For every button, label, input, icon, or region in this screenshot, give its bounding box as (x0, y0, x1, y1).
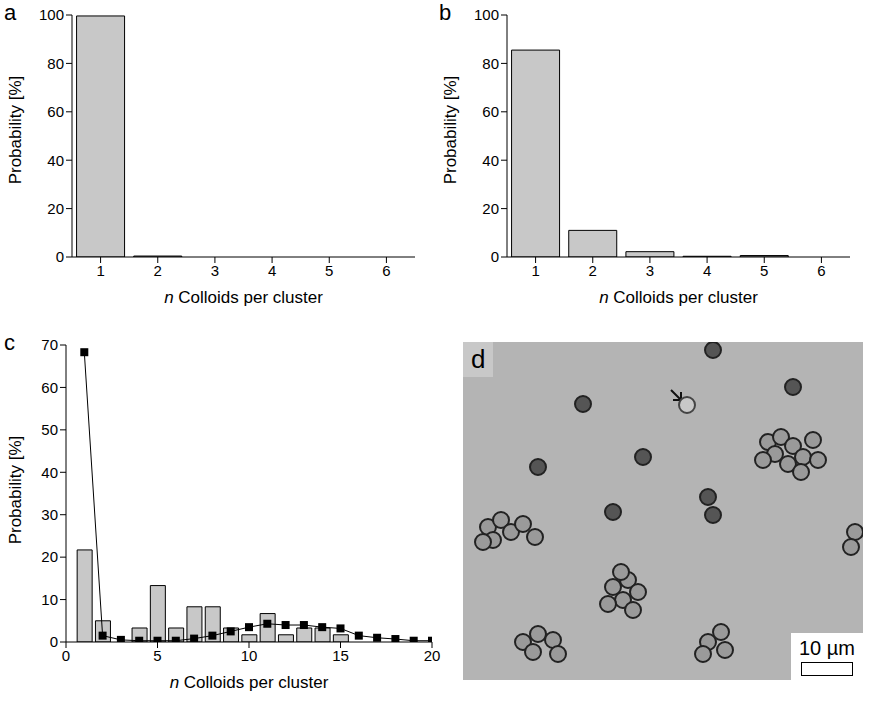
svg-text:60: 60 (41, 379, 58, 396)
svg-text:1: 1 (96, 262, 104, 279)
svg-text:5: 5 (760, 262, 768, 279)
svg-text:2: 2 (154, 262, 162, 279)
svg-text:10: 10 (41, 591, 58, 608)
svg-text:0: 0 (62, 647, 70, 664)
html-text:n Colloids per cluster: n Colloids per cluster (164, 288, 323, 307)
html-text:n Colloids per cluster: n Colloids per cluster (169, 673, 329, 692)
svg-text:0: 0 (56, 248, 64, 265)
html-text:d: d (471, 344, 486, 374)
svg-text:40: 40 (47, 152, 64, 169)
svg-text:2: 2 (589, 262, 597, 279)
svg-text:100: 100 (474, 6, 499, 23)
svg-text:3: 3 (646, 262, 654, 279)
svg-text:6: 6 (817, 262, 825, 279)
svg-text:20: 20 (41, 548, 58, 565)
html-text:n Colloids per cluster: n Colloids per cluster (599, 288, 758, 307)
svg-text:1: 1 (531, 262, 539, 279)
html-text:Probability [%]: Probability [%] (6, 75, 25, 185)
html-text:10 µm: 10 µm (799, 637, 855, 659)
svg-text:0: 0 (50, 633, 58, 650)
svg-text:0: 0 (491, 248, 499, 265)
svg-text:30: 30 (41, 506, 58, 523)
svg-text:5: 5 (325, 262, 333, 279)
html-text:b: b (439, 0, 452, 25)
html-text:a: a (4, 0, 17, 25)
svg-text:20: 20 (47, 200, 64, 217)
svg-text:40: 40 (41, 464, 58, 481)
svg-text:60: 60 (482, 103, 499, 120)
svg-text:4: 4 (703, 262, 711, 279)
svg-text:20: 20 (424, 647, 441, 664)
svg-text:70: 70 (41, 336, 58, 353)
svg-text:40: 40 (482, 152, 499, 169)
svg-text:100: 100 (39, 6, 64, 23)
svg-text:3: 3 (211, 262, 219, 279)
html-text:Probability [%]: Probability [%] (441, 75, 460, 185)
svg-text:80: 80 (482, 55, 499, 72)
svg-text:10: 10 (241, 647, 258, 664)
svg-text:5: 5 (153, 647, 161, 664)
svg-text:6: 6 (382, 262, 390, 279)
html-text:c: c (4, 330, 15, 355)
svg-text:4: 4 (268, 262, 276, 279)
svg-text:60: 60 (47, 103, 64, 120)
svg-text:20: 20 (482, 200, 499, 217)
svg-text:15: 15 (332, 647, 349, 664)
svg-text:80: 80 (47, 55, 64, 72)
html-text:Probability [%]: Probability [%] (6, 435, 25, 545)
svg-text:50: 50 (41, 421, 58, 438)
